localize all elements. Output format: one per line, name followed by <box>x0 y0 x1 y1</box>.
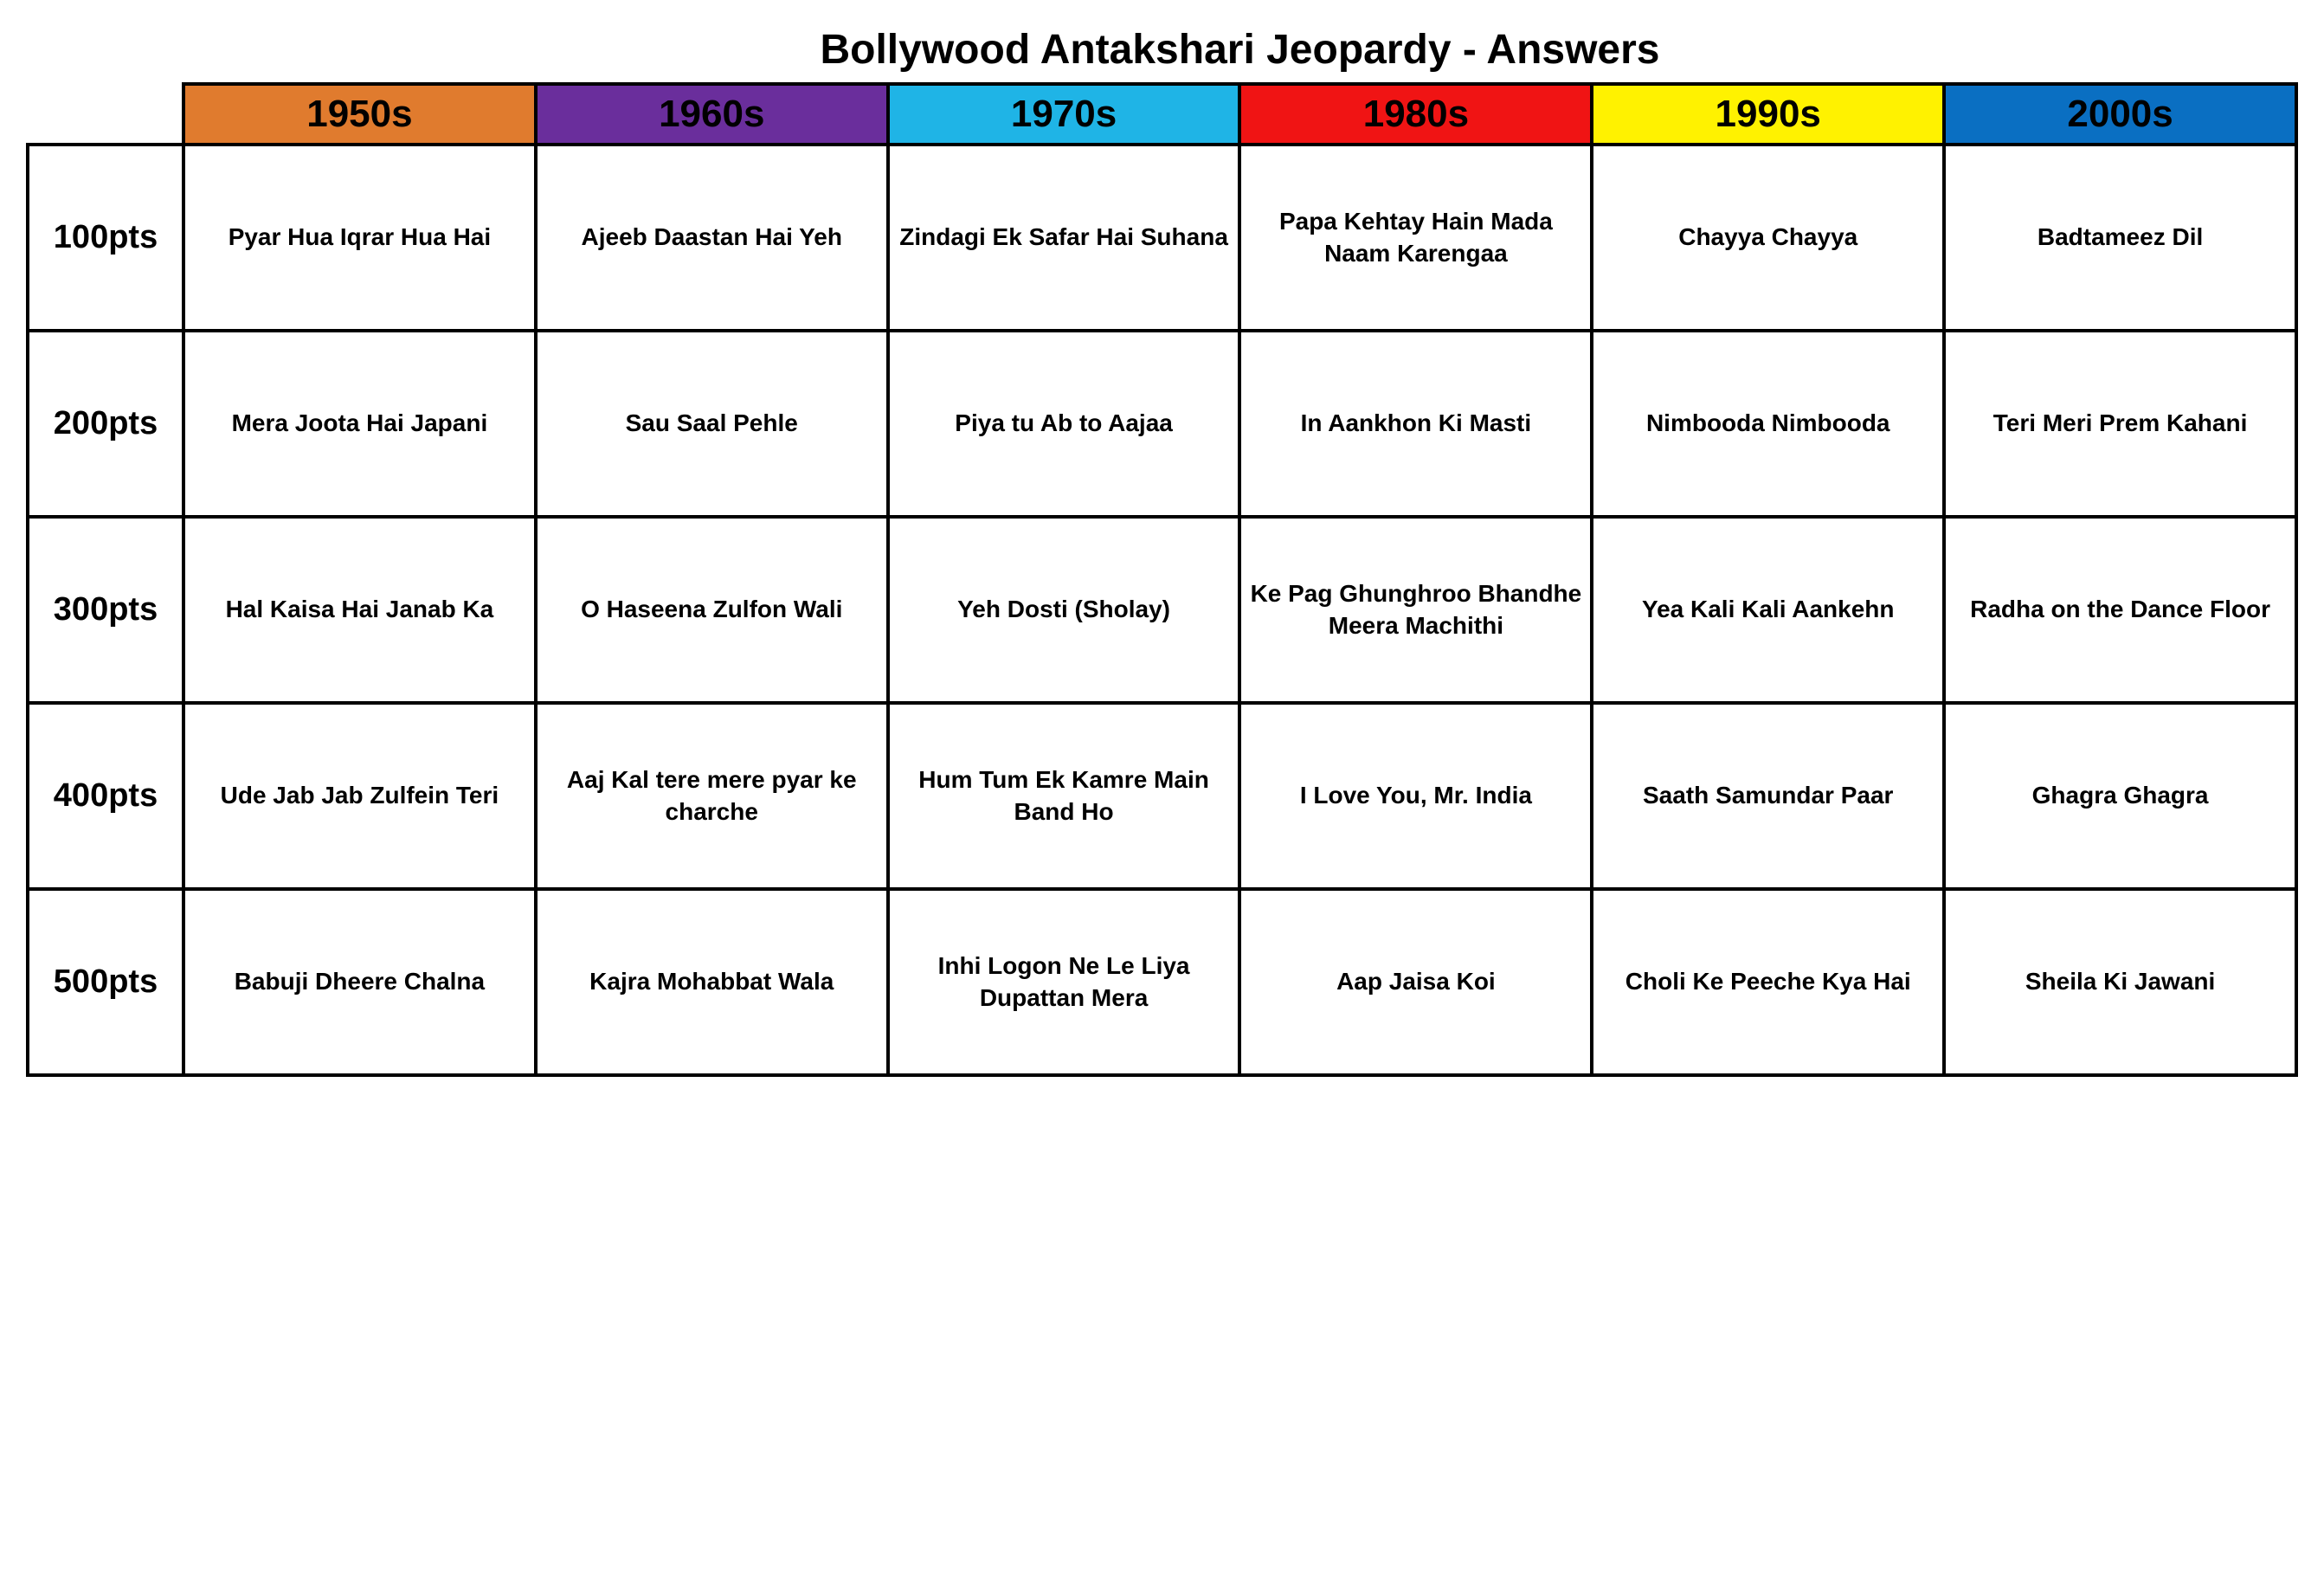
decade-header-1970s: 1970s <box>888 84 1240 145</box>
answer-cell: Aap Jaisa Koi <box>1239 889 1592 1075</box>
jeopardy-board: Bollywood Antakshari Jeopardy - Answers … <box>26 26 2298 1077</box>
answer-cell: Kajra Mohabbat Wala <box>536 889 888 1075</box>
table-row: 500pts Babuji Dheere Chalna Kajra Mohabb… <box>28 889 2296 1075</box>
answer-cell: Sau Saal Pehle <box>536 331 888 517</box>
page-title: Bollywood Antakshari Jeopardy - Answers <box>182 26 2298 74</box>
answer-cell: Choli Ke Peeche Kya Hai <box>1592 889 1944 1075</box>
answer-cell: Yeh Dosti (Sholay) <box>888 517 1240 703</box>
answer-cell: Pyar Hua Iqrar Hua Hai <box>183 145 536 331</box>
points-label-300: 300pts <box>28 517 183 703</box>
jeopardy-table: 1950s 1960s 1970s 1980s 1990s 2000s 100p… <box>26 82 2298 1077</box>
answer-cell: Aaj Kal tere mere pyar ke charche <box>536 703 888 889</box>
points-label-200: 200pts <box>28 331 183 517</box>
decade-header-1990s: 1990s <box>1592 84 1944 145</box>
decade-header-1980s: 1980s <box>1239 84 1592 145</box>
answer-cell: Hal Kaisa Hai Janab Ka <box>183 517 536 703</box>
answer-cell: Yea Kali Kali Aankehn <box>1592 517 1944 703</box>
points-label-400: 400pts <box>28 703 183 889</box>
answer-cell: Ke Pag Ghunghroo Bhandhe Meera Machithi <box>1239 517 1592 703</box>
answer-cell: Saath Samundar Paar <box>1592 703 1944 889</box>
answer-cell: Radha on the Dance Floor <box>1944 517 2296 703</box>
answer-cell: Mera Joota Hai Japani <box>183 331 536 517</box>
decade-header-2000s: 2000s <box>1944 84 2296 145</box>
answer-cell: Babuji Dheere Chalna <box>183 889 536 1075</box>
answer-cell: Hum Tum Ek Kamre Main Band Ho <box>888 703 1240 889</box>
answer-cell: Piya tu Ab to Aajaa <box>888 331 1240 517</box>
points-label-100: 100pts <box>28 145 183 331</box>
answer-cell: Nimbooda Nimbooda <box>1592 331 1944 517</box>
answer-cell: Chayya Chayya <box>1592 145 1944 331</box>
answer-cell: Sheila Ki Jawani <box>1944 889 2296 1075</box>
answer-cell: In Aankhon Ki Masti <box>1239 331 1592 517</box>
answer-cell: Teri Meri Prem Kahani <box>1944 331 2296 517</box>
table-row: 400pts Ude Jab Jab Zulfein Teri Aaj Kal … <box>28 703 2296 889</box>
answer-cell: O Haseena Zulfon Wali <box>536 517 888 703</box>
decade-header-1950s: 1950s <box>183 84 536 145</box>
table-row: 300pts Hal Kaisa Hai Janab Ka O Haseena … <box>28 517 2296 703</box>
answer-cell: Ghagra Ghagra <box>1944 703 2296 889</box>
answer-cell: Papa Kehtay Hain Mada Naam Karengaa <box>1239 145 1592 331</box>
answer-cell: Zindagi Ek Safar Hai Suhana <box>888 145 1240 331</box>
corner-blank <box>28 84 183 145</box>
table-row: 200pts Mera Joota Hai Japani Sau Saal Pe… <box>28 331 2296 517</box>
answer-cell: Badtameez Dil <box>1944 145 2296 331</box>
points-label-500: 500pts <box>28 889 183 1075</box>
answer-cell: I Love You, Mr. India <box>1239 703 1592 889</box>
decade-header-1960s: 1960s <box>536 84 888 145</box>
answer-cell: Ude Jab Jab Zulfein Teri <box>183 703 536 889</box>
table-row: 100pts Pyar Hua Iqrar Hua Hai Ajeeb Daas… <box>28 145 2296 331</box>
header-row: 1950s 1960s 1970s 1980s 1990s 2000s <box>28 84 2296 145</box>
answer-cell: Ajeeb Daastan Hai Yeh <box>536 145 888 331</box>
answer-cell: Inhi Logon Ne Le Liya Dupattan Mera <box>888 889 1240 1075</box>
